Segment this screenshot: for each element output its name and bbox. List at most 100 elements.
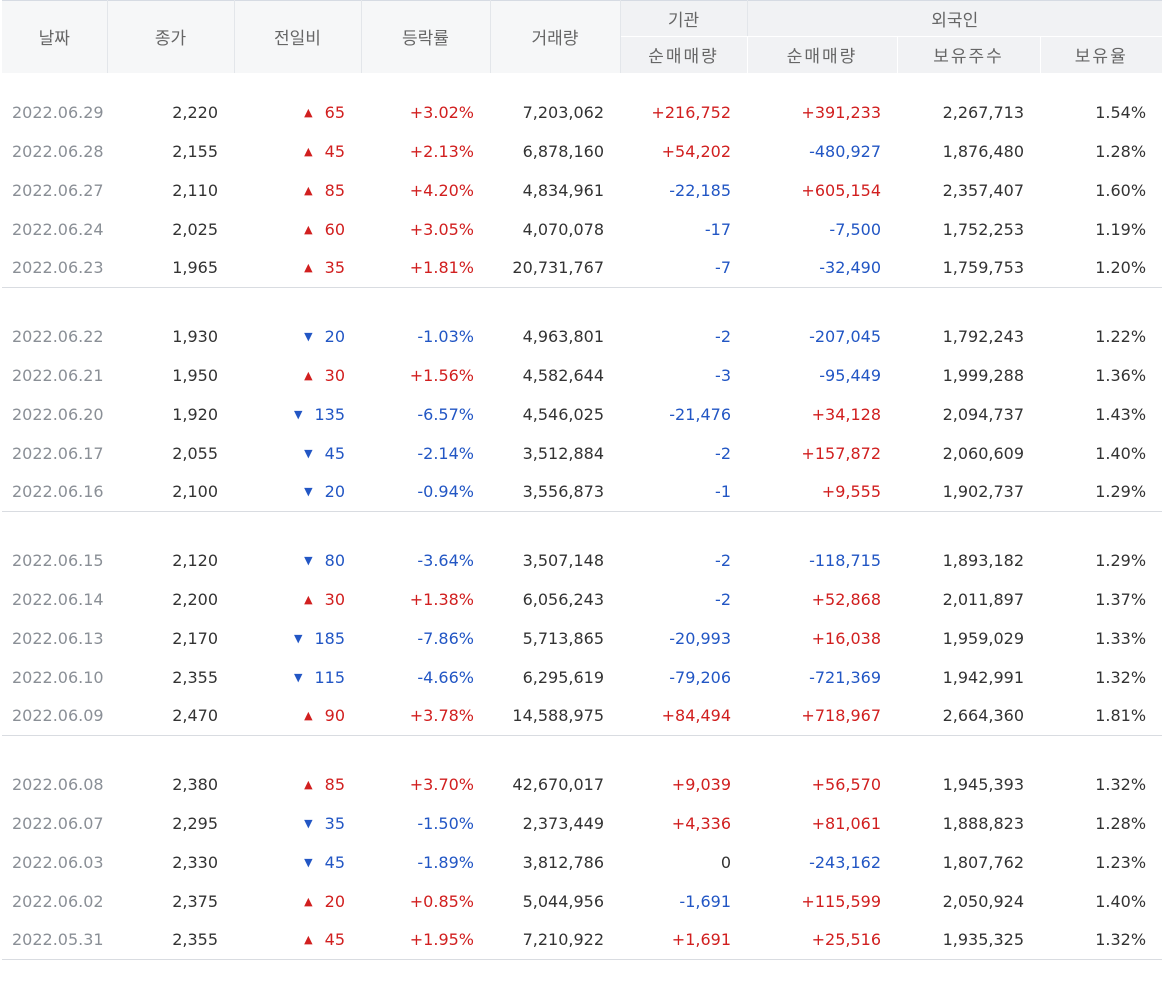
cell-inst-net: +9,039 — [671, 774, 731, 794]
cell-date: 2022.06.21 — [12, 365, 104, 385]
table-row: 2022.06.22 1,930 ▼ 20 -1.03% 4,963,801 -2 -207,… — [2, 317, 1162, 356]
triangle-up-icon: ▲ — [304, 144, 313, 158]
separator-cell — [2, 735, 1162, 765]
cell-volume: 7,210,922 — [522, 930, 604, 950]
cell-inst-net: -3 — [715, 365, 731, 385]
cell-foreign-holdings: 1,759,753 — [942, 258, 1024, 278]
change-value: 20 — [324, 891, 345, 911]
cell-rate: +3.02% — [409, 102, 474, 122]
col-header-foreign-net: 순매매량 — [747, 36, 898, 73]
cell-rate: +2.13% — [409, 141, 474, 161]
cell-volume: 4,546,025 — [522, 404, 604, 424]
col-header-rate: 등락률 — [361, 0, 491, 73]
change-value: 35 — [324, 813, 345, 833]
triangle-up-icon: ▲ — [304, 105, 313, 119]
cell-inst-net: -20,993 — [669, 628, 731, 648]
cell-close: 2,200 — [172, 589, 218, 609]
col-header-date: 날짜 — [2, 0, 108, 73]
triangle-down-icon: ▼ — [293, 407, 303, 421]
cell-rate: +3.78% — [409, 706, 474, 726]
cell-foreign-holdings: 1,752,253 — [942, 219, 1024, 239]
cell-date: 2022.06.10 — [12, 667, 104, 687]
table-row: 2022.06.02 2,375 ▲ 20 +0.85% 5,044,956 -1,691 +… — [2, 882, 1162, 921]
cell-date: 2022.05.31 — [12, 930, 104, 950]
cell-foreign-ratio: 1.40% — [1095, 891, 1147, 911]
table-row: 2022.06.07 2,295 ▼ 35 -1.50% 2,373,449 +4,336 +… — [2, 804, 1162, 843]
triangle-up-icon: ▲ — [304, 183, 313, 197]
cell-volume: 7,203,062 — [522, 102, 604, 122]
cell-rate: +1.38% — [409, 589, 474, 609]
cell-change: ▼ 185 — [234, 619, 361, 658]
cell-foreign-ratio: 1.32% — [1095, 774, 1147, 794]
cell-foreign-ratio: 1.33% — [1095, 628, 1147, 648]
cell-date: 2022.06.27 — [12, 180, 104, 200]
change-value: 35 — [324, 258, 345, 278]
cell-foreign-ratio: 1.28% — [1095, 141, 1147, 161]
cell-inst-net: 0 — [720, 852, 731, 872]
cell-foreign-net: +115,599 — [801, 891, 881, 911]
change-value: 45 — [324, 141, 345, 161]
cell-foreign-holdings: 2,357,407 — [942, 180, 1024, 200]
group-separator — [2, 735, 1162, 765]
cell-date: 2022.06.22 — [12, 326, 104, 346]
cell-inst-net: +1,691 — [671, 930, 731, 950]
cell-foreign-holdings: 2,664,360 — [942, 706, 1024, 726]
cell-volume: 5,713,865 — [522, 628, 604, 648]
table-row: 2022.06.15 2,120 ▼ 80 -3.64% 3,507,148 -2 -118,… — [2, 541, 1162, 580]
cell-volume: 2,373,449 — [522, 813, 604, 833]
cell-foreign-holdings: 2,050,924 — [942, 891, 1024, 911]
cell-volume: 4,582,644 — [522, 365, 604, 385]
cell-foreign-net: +157,872 — [801, 443, 881, 463]
triangle-up-icon: ▲ — [304, 709, 313, 723]
cell-change: ▼ 45 — [234, 843, 361, 882]
triangle-down-icon: ▼ — [304, 485, 313, 499]
cell-date: 2022.06.15 — [12, 550, 104, 570]
cell-change: ▲ 30 — [234, 580, 361, 619]
cell-close: 2,355 — [172, 667, 218, 687]
col-header-close: 종가 — [107, 0, 235, 73]
cell-inst-net: -79,206 — [669, 667, 731, 687]
cell-date: 2022.06.28 — [12, 141, 104, 161]
cell-change: ▲ 45 — [234, 132, 361, 171]
cell-date: 2022.06.14 — [12, 589, 104, 609]
cell-rate: -6.57% — [417, 404, 474, 424]
cell-rate: -2.14% — [417, 443, 474, 463]
cell-volume: 20,731,767 — [512, 258, 604, 278]
change-value: 30 — [324, 365, 345, 385]
cell-foreign-net: -95,449 — [819, 365, 881, 385]
table-row: 2022.06.14 2,200 ▲ 30 +1.38% 6,056,243 -2 +52,8… — [2, 580, 1162, 619]
cell-close: 2,295 — [172, 813, 218, 833]
change-value: 80 — [324, 550, 345, 570]
cell-change: ▼ 115 — [234, 658, 361, 697]
col-header-volume: 거래량 — [490, 0, 621, 73]
change-value: 65 — [324, 102, 345, 122]
cell-close: 2,220 — [172, 102, 218, 122]
change-value: 20 — [324, 326, 345, 346]
cell-volume: 42,670,017 — [512, 774, 604, 794]
cell-foreign-holdings: 1,942,991 — [942, 667, 1024, 687]
triangle-up-icon: ▲ — [304, 933, 313, 947]
cell-change: ▼ 35 — [234, 804, 361, 843]
cell-foreign-net: +718,967 — [801, 706, 881, 726]
cell-change: ▲ 45 — [234, 921, 361, 960]
cell-date: 2022.06.17 — [12, 443, 104, 463]
triangle-down-icon: ▼ — [293, 670, 303, 684]
cell-change: ▲ 85 — [234, 171, 361, 210]
cell-date: 2022.06.03 — [12, 852, 104, 872]
cell-change: ▲ 20 — [234, 882, 361, 921]
cell-foreign-net: +34,128 — [811, 404, 881, 424]
cell-foreign-holdings: 1,807,762 — [942, 852, 1024, 872]
cell-date: 2022.06.09 — [12, 706, 104, 726]
cell-close: 2,025 — [172, 219, 218, 239]
change-value: 45 — [324, 930, 345, 950]
cell-date: 2022.06.20 — [12, 404, 104, 424]
cell-inst-net: -1 — [715, 482, 731, 502]
triangle-up-icon: ▲ — [304, 894, 313, 908]
table-row: 2022.06.08 2,380 ▲ 85 +3.70% 42,670,017 +9,039… — [2, 765, 1162, 804]
change-value: 85 — [324, 180, 345, 200]
change-value: 30 — [324, 589, 345, 609]
table-row: 2022.06.09 2,470 ▲ 90 +3.78% 14,588,975 +84,49… — [2, 697, 1162, 736]
cell-foreign-ratio: 1.23% — [1095, 852, 1147, 872]
table-row: 2022.05.31 2,355 ▲ 45 +1.95% 7,210,922 +1,691 +… — [2, 921, 1162, 960]
triangle-up-icon: ▲ — [304, 261, 313, 275]
